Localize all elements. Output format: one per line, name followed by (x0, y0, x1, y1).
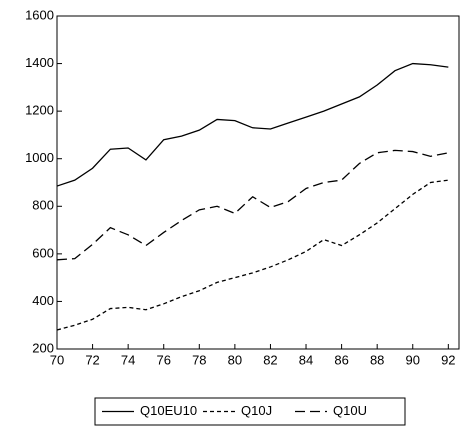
legend-label: Q10J (241, 403, 272, 418)
y-tick-label: 200 (32, 340, 54, 355)
x-tick-label: 74 (121, 352, 135, 367)
x-tick-label: 82 (263, 352, 277, 367)
x-tick-label: 70 (50, 352, 64, 367)
y-tick-label: 1600 (25, 7, 54, 22)
line-series (56, 149, 449, 261)
plot-frame (56, 15, 460, 350)
x-tick-label: 76 (156, 352, 170, 367)
x-tick-label: 72 (85, 352, 99, 367)
y-tick-label: 1200 (25, 103, 54, 118)
y-tick-label: 400 (32, 293, 54, 308)
legend-label: Q10EU10 (140, 403, 197, 418)
line-series (56, 62, 449, 187)
x-tick-label: 90 (406, 352, 420, 367)
line-series (56, 179, 449, 331)
legend-label: Q10U (333, 403, 367, 418)
y-tick-label: 600 (32, 245, 54, 260)
y-tick-label: 1400 (25, 55, 54, 70)
x-tick-label: 92 (441, 352, 455, 367)
x-tick-label: 80 (228, 352, 242, 367)
x-tick-label: 88 (370, 352, 384, 367)
x-tick-label: 84 (299, 352, 313, 367)
y-tick-label: 1000 (25, 150, 54, 165)
legend-box (94, 397, 406, 426)
x-tick-label: 78 (192, 352, 206, 367)
y-tick-label: 800 (32, 198, 54, 213)
x-tick-label: 86 (334, 352, 348, 367)
